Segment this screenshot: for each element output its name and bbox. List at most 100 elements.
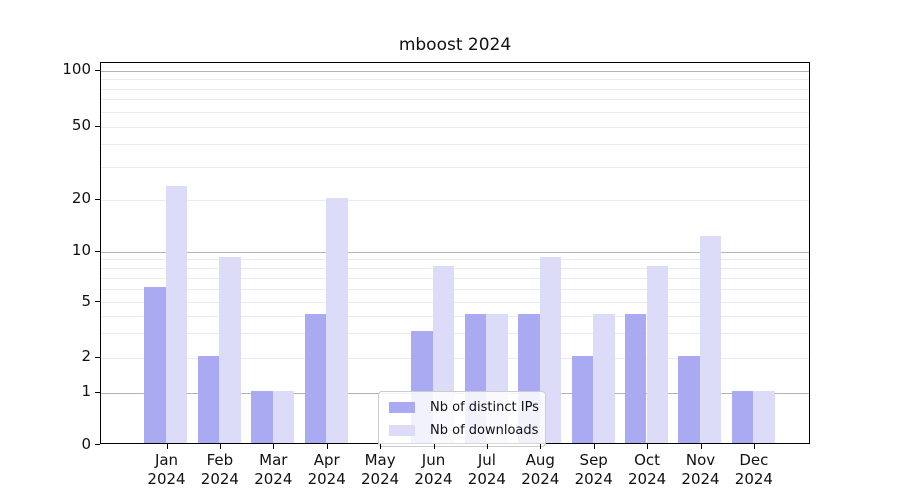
y-tick — [95, 301, 100, 302]
legend-label-downloads: Nb of downloads — [430, 423, 539, 438]
gridline-minor — [101, 99, 809, 101]
bar-mar-downloads — [272, 390, 295, 443]
x-tick-year: 2024 — [200, 470, 239, 488]
bar-sep-downloads — [593, 313, 615, 443]
x-tick-month: Nov — [685, 451, 716, 469]
bar-oct-downloads — [646, 265, 669, 443]
x-tick-year: 2024 — [361, 470, 400, 488]
x-tick-label-dec: Dec 2024 — [727, 451, 781, 489]
y-tick — [95, 250, 100, 252]
bar-nov-downloads — [699, 235, 722, 443]
y-tick-label: 50 — [71, 116, 91, 134]
gridline-minor — [101, 288, 809, 290]
x-tick-label-sep: Sep 2024 — [567, 451, 621, 489]
plot-area: Nb of distinct IPs Nb of downloads — [100, 62, 810, 447]
y-tick — [95, 444, 100, 445]
x-tick — [326, 444, 328, 449]
x-tick-month: Oct — [634, 451, 661, 469]
x-tick-label-mar: Mar 2024 — [246, 451, 300, 489]
gridline-minor — [101, 277, 809, 279]
gridline-minor — [101, 357, 809, 359]
x-tick-label-nov: Nov 2024 — [674, 451, 728, 489]
legend-row-downloads: Nb of downloads — [389, 423, 539, 438]
bar-jan-downloads — [165, 186, 188, 443]
gridline-minor — [101, 259, 809, 261]
x-tick-month: Apr — [313, 451, 340, 469]
bar-feb-distinct-ips — [197, 355, 220, 443]
legend: Nb of distinct IPs Nb of downloads — [378, 391, 546, 447]
x-tick — [540, 444, 542, 449]
y-tick-label: 10 — [71, 241, 91, 259]
y-tick — [95, 391, 100, 393]
x-tick-year: 2024 — [307, 470, 346, 488]
x-tick — [219, 444, 221, 449]
legend-swatch-downloads — [389, 425, 415, 436]
x-tick-label-aug: Aug 2024 — [513, 451, 567, 489]
gridline-minor — [101, 88, 809, 90]
x-tick-label-oct: Oct 2024 — [620, 451, 674, 489]
bar-apr-downloads — [326, 197, 348, 443]
x-tick-label-jun: Jun 2024 — [407, 451, 461, 489]
x-tick-year: 2024 — [628, 470, 667, 488]
gridline-minor — [101, 144, 809, 146]
x-tick-year: 2024 — [681, 470, 720, 488]
x-tick — [433, 444, 435, 449]
gridline-minor — [101, 199, 809, 201]
legend-swatch-distinct-ips — [389, 402, 415, 413]
x-tick-label-apr: Apr 2024 — [300, 451, 354, 489]
y-tick — [95, 125, 100, 127]
x-tick-label-feb: Feb 2024 — [193, 451, 247, 489]
y-tick-label: 2 — [81, 347, 91, 365]
y-tick-label: 5 — [81, 291, 91, 310]
x-tick-month: Sep — [579, 451, 608, 469]
x-tick-month: Mar — [259, 451, 288, 469]
x-tick — [647, 444, 649, 449]
x-tick-year: 2024 — [254, 470, 293, 488]
x-tick-label-may: May 2024 — [353, 451, 407, 489]
x-tick-month: Aug — [525, 451, 555, 469]
y-tick-label: 100 — [62, 60, 91, 78]
bar-mar-distinct-ips — [251, 390, 273, 443]
y-tick-label: 20 — [71, 189, 91, 207]
legend-row-distinct-ips: Nb of distinct IPs — [389, 400, 539, 415]
x-tick — [166, 444, 168, 449]
x-tick-year: 2024 — [147, 470, 186, 488]
bar-nov-distinct-ips — [678, 355, 700, 443]
y-tick — [95, 198, 100, 200]
y-tick-label: 1 — [81, 382, 91, 400]
bar-oct-distinct-ips — [624, 313, 647, 443]
chart-title: mboost 2024 — [398, 35, 512, 55]
gridline-minor — [101, 126, 809, 128]
gridline-minor — [101, 332, 809, 334]
gridline-minor — [101, 167, 809, 169]
gridline-minor — [101, 111, 809, 113]
x-tick-year: 2024 — [521, 470, 560, 488]
x-tick — [593, 444, 595, 449]
x-tick-month: Dec — [739, 451, 769, 469]
x-tick-month: Feb — [206, 451, 234, 469]
bar-jan-distinct-ips — [144, 286, 166, 443]
gridline-minor — [101, 315, 809, 317]
x-tick-month: Jul — [477, 451, 496, 469]
gridline-minor — [101, 79, 809, 80]
legend-label-distinct-ips: Nb of distinct IPs — [430, 400, 539, 415]
x-tick — [273, 444, 275, 449]
bar-apr-distinct-ips — [304, 313, 327, 443]
y-tick-label: 0 — [81, 434, 91, 453]
gridline-major — [101, 251, 809, 253]
x-tick-year: 2024 — [414, 470, 453, 488]
gridline-minor — [101, 267, 809, 269]
x-tick — [753, 444, 755, 449]
bar-dec-downloads — [753, 390, 775, 443]
x-tick — [380, 444, 382, 449]
gridline-minor — [101, 302, 809, 303]
bar-sep-distinct-ips — [571, 355, 594, 443]
x-tick-label-jul: Jul 2024 — [460, 451, 514, 489]
bar-dec-distinct-ips — [731, 390, 754, 443]
x-tick-year: 2024 — [467, 470, 506, 488]
x-tick-month: May — [364, 451, 396, 469]
x-tick-year: 2024 — [734, 470, 773, 488]
x-tick-month: Jun — [421, 451, 446, 469]
x-tick-year: 2024 — [574, 470, 613, 488]
